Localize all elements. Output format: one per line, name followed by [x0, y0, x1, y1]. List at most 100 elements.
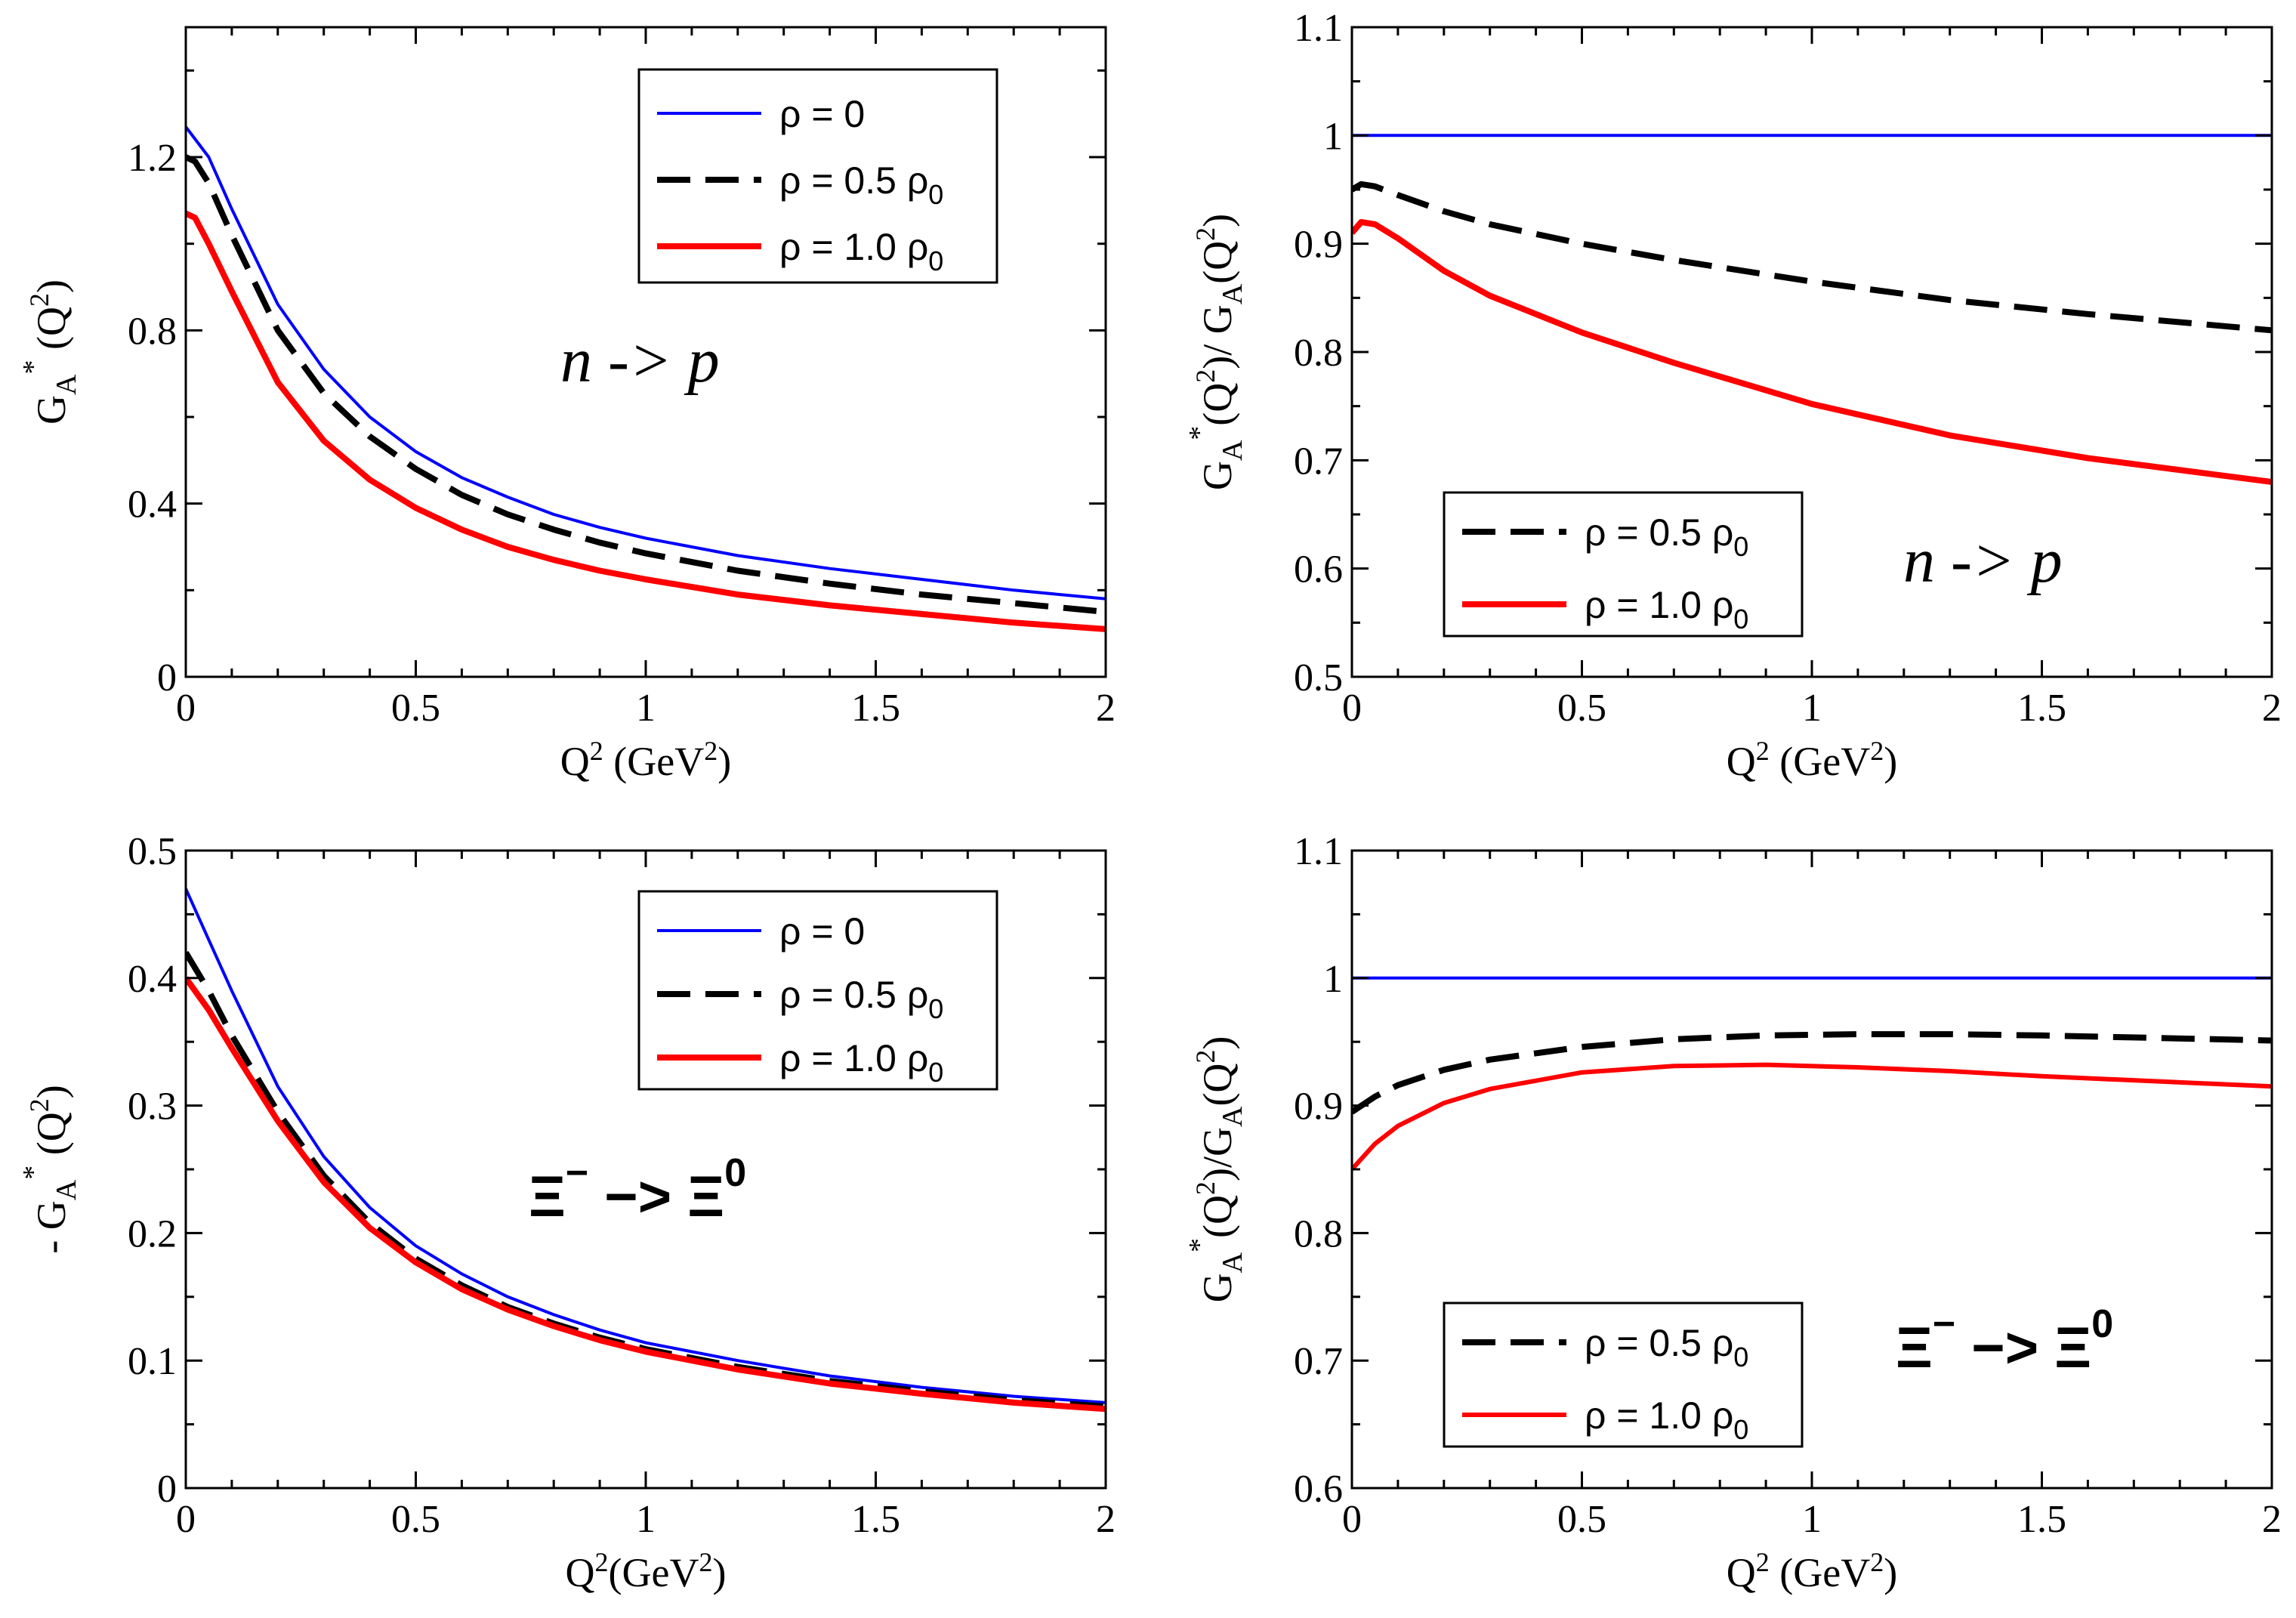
y-tick-label: 0	[157, 656, 177, 699]
y-tick-label: 0.8	[128, 310, 177, 353]
series-line-2	[1352, 1062, 2272, 1172]
y-tick-label: 1.1	[1294, 7, 1343, 50]
y-tick-label: 0.5	[1294, 656, 1343, 699]
panel-annotation: n -> p	[560, 326, 720, 396]
legend-text: ρ = 0.5 ρ	[779, 159, 928, 202]
x-label-sup: 2	[699, 1547, 712, 1577]
legend-box	[1443, 1302, 1804, 1448]
legend-text: ρ = 0.5 ρ	[1585, 511, 1733, 554]
y-tick-label: 0.1	[128, 1340, 177, 1383]
x-tick-label: 1	[1802, 1498, 1822, 1541]
legend: ρ = 0.5 ρ 0ρ = 1.0 ρ0	[1443, 1302, 1804, 1448]
x-tick-label: 1	[636, 687, 656, 730]
y-label-sup: 2	[1190, 1050, 1221, 1064]
y-label-mid: )/ G	[1195, 304, 1240, 369]
x-tick-label: 0	[1342, 1498, 1362, 1541]
x-label-sup: 2	[1870, 1547, 1884, 1577]
series-group	[186, 888, 1106, 1413]
legend-sub: 0	[928, 179, 943, 210]
y-label-mid: )/G	[1195, 1127, 1240, 1181]
x-tick-label: 1.5	[851, 687, 900, 730]
y-label-star: *	[1183, 1238, 1215, 1252]
x-label-sup: 2	[1756, 1547, 1770, 1577]
y-tick-label: 1	[1323, 958, 1343, 1001]
annotation-sup: −	[1933, 1302, 1955, 1346]
y-label-arg: (Q	[1195, 383, 1240, 426]
x-tick-label: 2	[2262, 687, 2282, 730]
x-tick-label: 0	[176, 1498, 196, 1541]
y-label-close: )	[1195, 214, 1240, 227]
y-tick-label: 1.1	[1294, 830, 1343, 873]
y-tick-label: 0.6	[1294, 548, 1343, 591]
annotation-base: Ξ	[529, 1165, 566, 1229]
legend-sub: 0	[928, 245, 943, 276]
x-tick-label: 2	[2262, 1498, 2282, 1541]
legend: ρ = 0.5 ρ0 ρ = 1.0 ρ0	[1443, 491, 1804, 638]
y-label-arg: (Q	[1195, 1195, 1240, 1238]
x-label-sup: 2	[1756, 736, 1770, 766]
legend-text: ρ = 1.0 ρ	[779, 1037, 928, 1079]
annotation-arrow: −>	[1955, 1316, 2054, 1380]
legend-label: ρ = 1.0 ρ0	[1585, 1394, 1748, 1445]
y-axis-label: - GA* (Q2)	[17, 1085, 82, 1253]
x-tick-label: 0.5	[1557, 1498, 1606, 1541]
x-label-sup: 2	[704, 736, 718, 766]
x-label-sup: 2	[595, 1547, 609, 1577]
legend-box	[1443, 491, 1804, 638]
series-group	[186, 125, 1106, 632]
y-tick-label: 0.7	[1294, 440, 1343, 483]
legend-label: ρ = 0.5 ρ0	[1585, 511, 1748, 562]
legend-label: ρ = 1.0 ρ0	[779, 1037, 943, 1088]
legend-text: ρ = 1.0 ρ	[1585, 584, 1733, 626]
y-tick-label: 0.9	[1294, 224, 1343, 267]
y-label-sup: 2	[24, 293, 54, 307]
legend-label: ρ = 1.0 ρ0	[1585, 584, 1748, 635]
legend-sub: 0	[1733, 1414, 1748, 1445]
legend-label: ρ = 0	[779, 93, 865, 135]
x-label-q: Q	[566, 1550, 595, 1595]
annotation-base: Ξ	[2054, 1316, 2091, 1380]
annotation-base: Ξ	[1896, 1316, 1933, 1380]
series-group	[1352, 976, 2272, 1172]
y-label-sup: 2	[1190, 369, 1221, 383]
y-label-star: *	[1183, 426, 1215, 440]
x-axis-label: Q2 (GeV2)	[1727, 736, 1897, 784]
y-tick-label: 0.3	[128, 1085, 177, 1129]
y-label-g: G	[1195, 461, 1240, 490]
y-label-sup: 2	[1190, 227, 1221, 241]
x-tick-label: 0.5	[1557, 687, 1606, 730]
legend-text: ρ = 0	[779, 910, 865, 953]
chart-panel-top-left: 0 0.5 1 1.5 200.40.81.2Q2 (GeV2)GA* (Q2)ρ = …	[17, 26, 1116, 784]
panel-annotation: n -> p	[1903, 526, 2063, 596]
x-tick-label: 0.5	[391, 687, 440, 730]
y-tick-label: 0.8	[1294, 332, 1343, 375]
x-axis-label: Q2 (GeV2)	[560, 736, 731, 784]
y-label-sub: A	[1217, 1106, 1248, 1127]
legend-label: ρ = 1.0 ρ0	[779, 226, 943, 276]
y-label-sub: A	[51, 374, 82, 395]
y-label-sub: A	[1217, 283, 1248, 304]
legend: ρ = 0ρ = 0.5 ρ0ρ = 1.0 ρ0	[637, 890, 998, 1091]
legend-text: ρ = 1.0 ρ	[1585, 1394, 1733, 1437]
y-tick-label: 0.5	[128, 830, 177, 873]
x-label-unit: (GeV	[1770, 739, 1870, 784]
y-label-close: )	[1195, 1036, 1240, 1050]
y-label-arg: (Q	[1195, 1064, 1240, 1107]
series-line-1	[186, 154, 1106, 615]
x-tick-label: 0.5	[391, 1498, 440, 1541]
y-label-sub: A	[51, 1179, 82, 1200]
series-line-1	[1352, 181, 2272, 334]
x-label-unit: (GeV	[603, 739, 704, 784]
y-tick-label: 0.4	[128, 483, 177, 526]
x-label-q: Q	[560, 739, 590, 784]
x-tick-label: 0	[176, 687, 196, 730]
legend-text: ρ = 0	[779, 93, 865, 135]
series-line-0	[186, 888, 1106, 1404]
y-label-star: *	[17, 1166, 49, 1180]
y-tick-label: 0.9	[1294, 1085, 1343, 1129]
y-label-arg: (Q	[1195, 241, 1240, 284]
legend-text: ρ = 0.5 ρ	[1585, 1322, 1733, 1364]
x-label-sup: 2	[590, 736, 603, 766]
y-tick-label: 0.4	[128, 958, 177, 1001]
